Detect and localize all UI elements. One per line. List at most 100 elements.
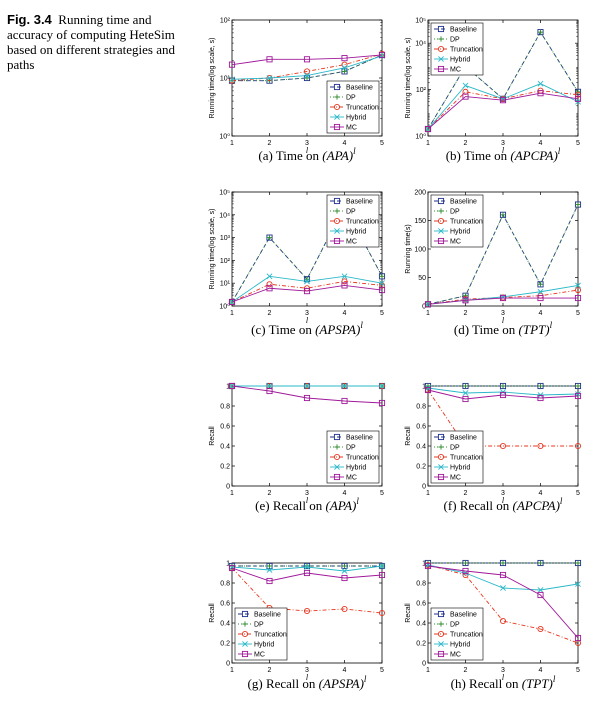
y-tick-label: 0.2 — [416, 641, 426, 648]
legend-marker — [333, 123, 341, 131]
legend-marker — [437, 65, 445, 73]
caption-path: (TPT) — [519, 322, 550, 337]
y-tick-label: 0.2 — [220, 641, 230, 648]
data-point-mc — [499, 97, 507, 104]
y-tick-label: 0 — [226, 661, 230, 668]
figure-caption-text: Running time and accuracy of computing H… — [7, 12, 175, 72]
y-tick-label: 0.8 — [220, 404, 230, 411]
caption-text: (g) Recall on — [248, 676, 319, 691]
x-tick-label: 4 — [343, 667, 347, 674]
data-point-mc — [378, 287, 386, 294]
legend-label: DP — [450, 445, 460, 452]
y-tick-label: 10⁰ — [415, 133, 426, 141]
legend-label: Truncation — [450, 219, 483, 226]
legend-label: Hybrid — [254, 642, 274, 649]
chart-f: 1 2 3 4 5 0 0.2 0.4 0.6 0.8 1 l Recall Baseline DP Trun… — [405, 382, 582, 513]
legend-marker — [437, 217, 445, 225]
data-point-mc — [341, 55, 348, 62]
data-point-hybrid — [462, 82, 469, 89]
data-point-hybrid — [304, 564, 310, 570]
x-tick-label: 3 — [501, 140, 505, 147]
legend-label: DP — [346, 445, 356, 452]
legend-label: MC — [450, 67, 461, 74]
y-tick-label: 150 — [414, 218, 426, 225]
data-point-dp — [304, 75, 310, 81]
caption-path: (APA) — [326, 498, 357, 513]
legend-marker — [333, 197, 341, 205]
legend-label: Truncation — [346, 219, 379, 226]
y-axis-label: Recall — [405, 603, 412, 623]
legend: Baseline DP Truncation Hybrid MC — [234, 607, 288, 661]
data-point-mc — [462, 297, 469, 304]
legend-label: Baseline — [346, 435, 373, 442]
y-tick-label: 0.6 — [416, 601, 426, 608]
data-point-hybrid — [575, 282, 581, 289]
chart-b: 1 2 3 4 5 10⁰ 10² 10⁴ 10⁵ l Running time(log scale… — [405, 18, 582, 163]
x-tick-label: 5 — [380, 490, 384, 497]
data-point-dp — [537, 383, 544, 389]
y-axis-label: Running time(log scale, s) — [405, 38, 412, 119]
x-tick-label: 1 — [230, 310, 234, 317]
data-point-truncation — [228, 77, 236, 84]
series-line-truncation — [231, 53, 383, 82]
legend-label: Hybrid — [450, 229, 470, 236]
legend-marker — [241, 630, 249, 638]
x-tick-label: 1 — [230, 667, 234, 674]
data-point-hybrid — [304, 278, 310, 285]
y-tick-label: 0.4 — [416, 444, 426, 451]
legend-label: Hybrid — [346, 229, 366, 236]
legend-marker — [242, 621, 248, 627]
series-line-truncation — [231, 567, 383, 614]
subfigure-caption: (h) Recall on (TPT)l — [451, 674, 556, 691]
data-point-hybrid — [537, 80, 544, 87]
legend: Baseline DP Truncation Hybrid MC — [326, 80, 380, 134]
legend-marker — [334, 464, 340, 470]
legend-label: Truncation — [346, 105, 379, 112]
legend: Baseline DP Truncation Hybrid MC — [430, 194, 484, 248]
data-point-mc — [424, 562, 432, 570]
data-point-truncation — [341, 278, 348, 285]
caption-path: (APSPA) — [315, 322, 360, 337]
data-point-hybrid — [304, 72, 310, 79]
y-axis-label: Recall — [209, 603, 216, 623]
y-tick-label: 0.4 — [416, 621, 426, 628]
data-point-dp — [537, 29, 544, 35]
legend-marker — [438, 208, 444, 214]
legend-label: Baseline — [346, 199, 373, 206]
legend-marker — [334, 208, 340, 214]
caption-text: (e) Recall on — [255, 498, 325, 513]
x-tick-label: 1 — [426, 140, 430, 147]
data-point-mc — [462, 93, 469, 100]
data-point-hybrid — [341, 273, 348, 280]
legend-label: Hybrid — [346, 465, 366, 472]
y-tick-label: 0.4 — [220, 621, 230, 628]
legend-label: Baseline — [450, 612, 477, 619]
legend-label: Baseline — [254, 612, 281, 619]
data-point-mc — [303, 569, 311, 577]
data-point-truncation — [537, 625, 544, 633]
data-point-truncation — [574, 91, 582, 98]
legend-marker — [242, 641, 248, 647]
caption-text: (c) Time on — [251, 322, 315, 337]
y-tick-label: 10⁵ — [219, 190, 230, 197]
y-tick-label: 1 — [422, 561, 426, 568]
legend-marker — [333, 473, 341, 481]
y-tick-label: 10⁵ — [415, 18, 426, 25]
series-line-mc — [231, 54, 383, 66]
x-axis-label: l — [502, 316, 505, 325]
x-axis-label: l — [306, 316, 309, 325]
legend-marker — [334, 94, 340, 100]
y-tick-label: 1 — [226, 561, 230, 568]
legend: Baseline DP Truncation Hybrid MC — [326, 194, 380, 248]
x-tick-label: 1 — [230, 140, 234, 147]
x-tick-label: 2 — [464, 490, 468, 497]
x-tick-label: 3 — [501, 310, 505, 317]
data-point-dp — [500, 383, 506, 389]
caption-superscript: l — [364, 674, 367, 684]
data-point-hybrid — [379, 280, 385, 287]
data-point-mc — [228, 382, 236, 390]
data-point-truncation — [303, 68, 311, 75]
series-line-mc — [231, 385, 383, 404]
chart-c: 1 2 3 4 5 10⁰ 10¹ 10² 10³ 10⁴ 10⁵ l Running time(log… — [209, 190, 386, 337]
legend: Baseline DP Truncation Hybrid MC — [430, 430, 484, 484]
